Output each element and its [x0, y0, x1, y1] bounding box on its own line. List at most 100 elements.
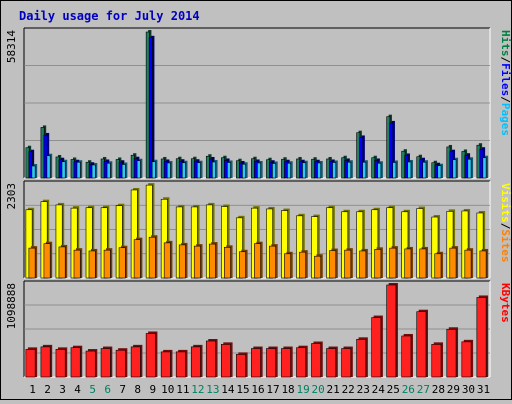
panel-hits-bar-pages-6: [106, 161, 113, 179]
panel-hits-bar-pages-14: [226, 160, 233, 179]
panel-hits-bar-files-25: [389, 120, 395, 179]
panel-visits-bar-sites-23: [359, 248, 368, 279]
panel-hits-bar-pages-5: [91, 162, 98, 179]
panel-visits-legend-item-1: /: [499, 223, 512, 230]
panel-hits-bar-pages-31: [482, 155, 489, 179]
panel-hits-bar-pages-9-face: [151, 161, 156, 179]
panel-kbytes-bar-kbytes-26-face: [401, 335, 412, 378]
panel-visits-bar-sites-8-face: [133, 239, 141, 279]
panel-hits-bar-pages-15-face: [242, 163, 246, 179]
panel-visits-bar-sites-4-face: [73, 249, 81, 279]
panel-hits-bar-pages-2-face: [46, 155, 51, 179]
panel-hits-bar-pages-5-shadow: [94, 162, 98, 178]
panel-hits-bar-pages-25-shadow: [394, 160, 398, 178]
panel-hits-legend-item-2: Files: [499, 63, 512, 96]
panel-hits-bar-pages-18-face: [287, 162, 292, 179]
panel-hits-bar-pages-7-shadow: [124, 162, 128, 178]
panel-hits-bar-pages-4-shadow: [78, 160, 83, 178]
panel-hits-bar-pages-9: [151, 159, 158, 179]
panel-visits-bar-sites-25: [389, 246, 398, 279]
panel-hits-legend-item-1: /: [499, 57, 512, 64]
panel-hits-bar-pages-24-face: [377, 162, 382, 179]
panel-visits-bar-sites-8: [133, 237, 143, 279]
panel-hits-bar-files-9-shadow: [151, 35, 155, 178]
panel-visits-bar-sites-19: [299, 250, 308, 279]
x-tick-label-18: 18: [281, 383, 294, 396]
panel-hits-bar-pages-2: [46, 153, 53, 179]
panel-hits-bar-pages-24-shadow: [379, 161, 383, 178]
panel-hits-bar-pages-6-shadow: [109, 161, 113, 178]
panel-hits-bar-pages-27-shadow: [424, 160, 428, 178]
x-tick-label-13: 13: [206, 383, 219, 396]
panel-visits-bar-sites-5-face: [88, 250, 96, 279]
panel-hits-bar-files-25-shadow: [391, 120, 395, 178]
panel-visits-bar-sites-15-face: [239, 251, 246, 279]
panel-hits-bar-pages-8: [136, 158, 143, 179]
panel-kbytes-bar-kbytes-30-face: [461, 341, 472, 378]
panel-kbytes-bar-kbytes-16: [251, 346, 263, 378]
panel-visits-bar-sites-3: [58, 244, 68, 279]
panel-hits-bar-pages-21: [332, 160, 338, 179]
panel-hits-legend-item-4: Pages: [499, 103, 512, 136]
panel-visits-legend: Visits/Sites: [499, 183, 512, 263]
panel-visits-bar-sites-17: [269, 244, 278, 279]
panel-visits-bar-sites-16-face: [254, 243, 261, 279]
panel-hits-legend-item-3: /: [499, 96, 512, 103]
x-tick-label-6: 6: [104, 383, 111, 396]
panel-visits-bar-sites-11-face: [178, 244, 186, 279]
panel-hits-bar-pages-16-face: [257, 162, 261, 179]
panel-kbytes-bar-kbytes-22-face: [341, 348, 352, 378]
panel-kbytes-max-label: 1098888: [5, 283, 18, 329]
panel-kbytes-bar-kbytes-9: [145, 331, 158, 378]
x-tick-label-31: 31: [477, 383, 490, 396]
panel-visits-legend-item-2: Sites: [499, 229, 512, 262]
panel-hits-bar-pages-23-shadow: [364, 160, 368, 178]
panel-hits-bar-pages-15: [242, 162, 248, 179]
x-tick-label-17: 17: [266, 383, 279, 396]
panel-hits-bar-pages-8-shadow: [139, 158, 143, 178]
panel-kbytes-bar-kbytes-25-face: [386, 284, 397, 378]
panel-kbytes-bar-kbytes-3: [55, 347, 68, 378]
x-tick-label-1: 1: [29, 383, 36, 396]
panel-visits-bar-sites-28-face: [434, 253, 442, 279]
panel-visits-bar-sites-13-face: [208, 243, 216, 279]
panel-hits-bar-pages-16-shadow: [259, 160, 263, 178]
x-tick-label-3: 3: [59, 383, 66, 396]
panel-kbytes-bar-kbytes-24: [371, 315, 383, 378]
panel-kbytes-bar-kbytes-2: [40, 344, 53, 378]
panel-kbytes-bar-kbytes-28-face: [431, 344, 442, 378]
panel-kbytes-bar-kbytes-17-face: [266, 348, 276, 378]
panel-visits-bar-sites-26-face: [404, 248, 412, 279]
panel-hits-bar-pages-25: [392, 160, 398, 179]
panel-hits-bar-pages-20: [317, 160, 323, 179]
panel-visits-bar-sites-5: [88, 248, 98, 279]
panel-hits-bar-pages-1: [31, 163, 38, 179]
panel-kbytes-legend-item-0: KBytes: [499, 283, 512, 323]
panel-hits-bar-pages-26-shadow: [409, 159, 413, 178]
panel-hits-max-label: 58314: [5, 30, 18, 63]
panel-hits-bar-pages-11-shadow: [184, 160, 188, 178]
panel-visits-bar-sites-22-face: [344, 249, 352, 279]
panel-kbytes-bar-kbytes-8: [130, 344, 143, 378]
panel-hits-bar-pages-7-face: [121, 164, 126, 179]
panel-kbytes-bar-kbytes-20: [311, 341, 323, 378]
panel-visits-bar-sites-20-face: [314, 255, 322, 279]
panel-hits-bar-files-23: [359, 135, 365, 179]
panel-kbytes-bar-kbytes-22: [341, 346, 353, 378]
panel-visits-bar-sites-10: [163, 240, 173, 279]
panel-kbytes-bar-kbytes-9-face: [145, 333, 156, 378]
x-tick-label-5: 5: [89, 383, 96, 396]
panel-kbytes-bar-kbytes-21: [326, 346, 338, 378]
panel-kbytes-bar-kbytes-4-face: [70, 347, 81, 378]
panel-kbytes-bar-kbytes-11: [175, 349, 188, 378]
x-tick-label-7: 7: [119, 383, 126, 396]
panel-hits-bar-pages-26-face: [407, 161, 412, 179]
panel-hits-bar-pages-29-shadow: [454, 157, 459, 178]
panel-visits-bar-sites-11: [178, 242, 188, 279]
panel-hits-bar-pages-5-face: [91, 164, 96, 179]
panel-hits-bar-pages-1-face: [31, 165, 36, 179]
panel-hits-bar-pages-21-shadow: [334, 160, 338, 178]
panel-kbytes-bar-kbytes-20-face: [311, 343, 322, 378]
